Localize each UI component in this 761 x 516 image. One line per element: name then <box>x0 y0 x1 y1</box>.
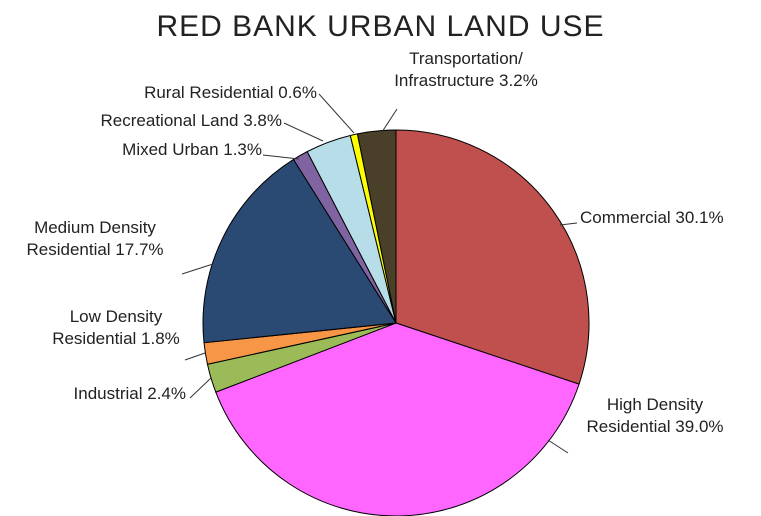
leader-line <box>319 94 354 133</box>
leader-line <box>382 109 397 132</box>
slice-label: Industrial 2.4% <box>74 384 186 403</box>
slice-label: Transportation/Infrastructure 3.2% <box>394 49 538 90</box>
slice-label: Medium Density Residential 17.7% <box>26 218 163 259</box>
leader-line <box>560 223 577 225</box>
leader-line <box>263 155 299 159</box>
leader-line <box>190 378 211 398</box>
slice-label: High Density Residential 39.0% <box>586 395 723 436</box>
slice-label: Commercial 30.1% <box>580 208 724 227</box>
leader-line <box>182 264 213 274</box>
leader-line <box>284 123 323 141</box>
slice-label: Recreational Land 3.8% <box>101 111 282 130</box>
slice-label: Mixed Urban 1.3% <box>122 140 262 159</box>
slice-label: Rural Residential 0.6% <box>144 83 317 102</box>
leader-line <box>185 353 205 360</box>
leader-line <box>548 440 568 453</box>
slice-label: Low Density Residential 1.8% <box>52 307 180 348</box>
